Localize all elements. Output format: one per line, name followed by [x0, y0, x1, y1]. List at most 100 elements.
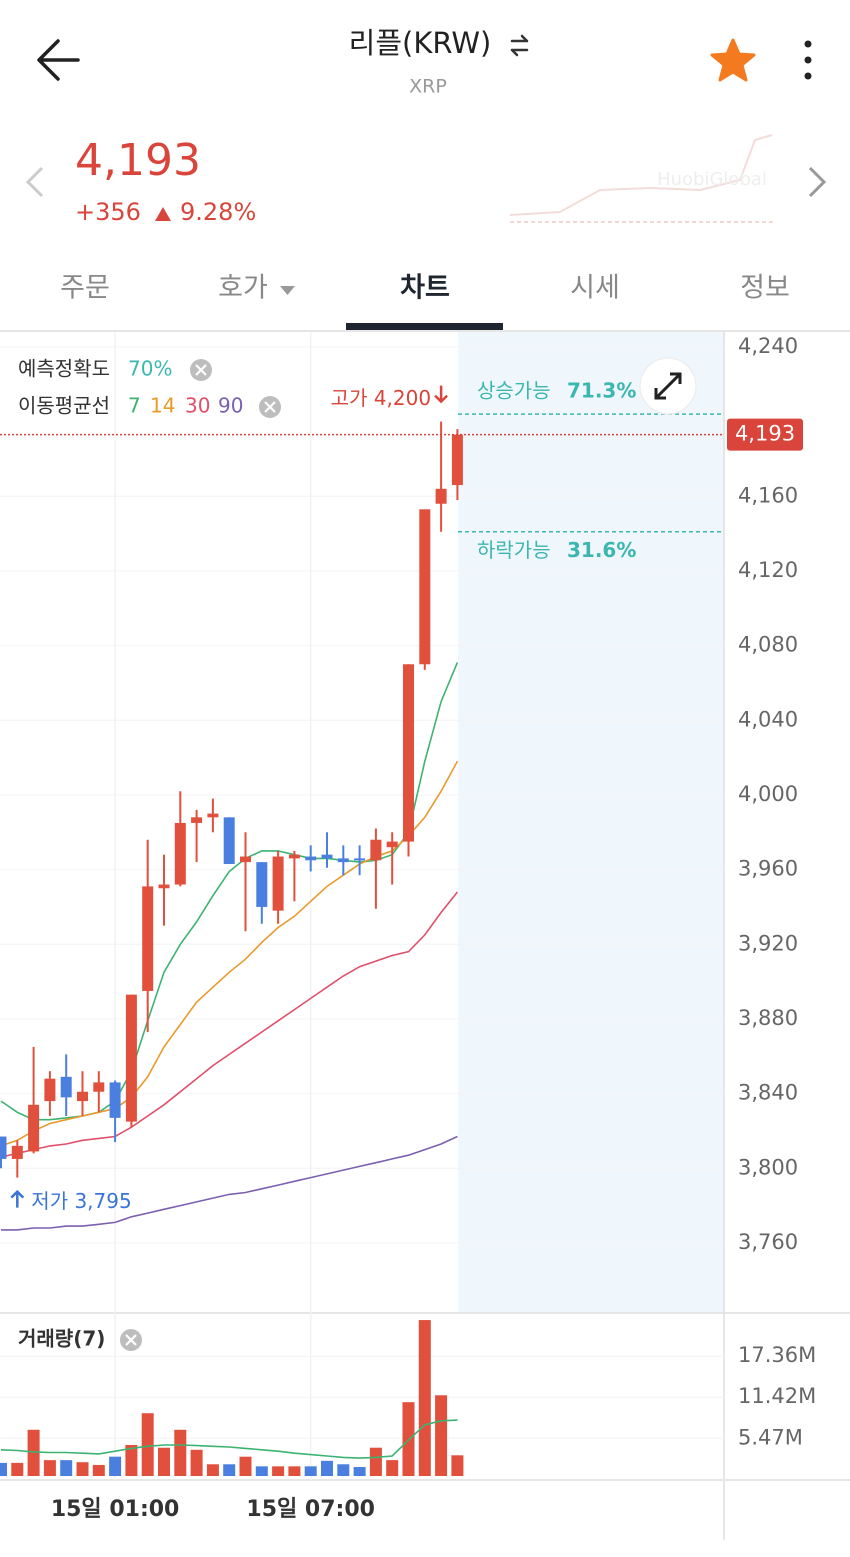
ma-label: 이동평균선 — [18, 394, 110, 418]
volume-bar — [304, 1466, 317, 1476]
y-tick-label: 4,120 — [738, 558, 798, 582]
prediction-zone — [458, 332, 724, 1312]
low-label: 저가 3,795 — [31, 1189, 131, 1213]
symbol: XRP — [409, 76, 447, 98]
candle-body — [93, 1082, 105, 1092]
volume-average — [0, 1419, 458, 1459]
ma-legend-entry: 90 — [218, 394, 243, 418]
favorite-star[interactable] — [710, 38, 756, 82]
prediction-accuracy: 70% — [128, 357, 172, 381]
candle-body — [403, 664, 414, 842]
volume-bar — [435, 1395, 448, 1476]
volume-bar — [369, 1447, 382, 1476]
candle-body — [337, 858, 349, 863]
candle-body — [354, 858, 366, 861]
volume-bar — [158, 1447, 170, 1476]
y-tick-label: 4,080 — [738, 633, 798, 657]
y-tick-label: 3,760 — [738, 1230, 798, 1254]
high-label: 고가 4,200 — [331, 386, 431, 410]
candle-body — [240, 856, 251, 863]
prev-button[interactable] — [25, 166, 44, 198]
candle-body — [28, 1104, 40, 1152]
dropdown-caret — [280, 286, 295, 295]
expand-button[interactable] — [639, 357, 697, 415]
more-menu[interactable] — [804, 40, 812, 80]
close-ma[interactable] — [259, 396, 281, 418]
volume-bar — [418, 1320, 431, 1476]
sparkline — [509, 134, 773, 216]
candle-body — [370, 839, 382, 861]
back-button[interactable] — [37, 39, 80, 81]
current-price-badge — [727, 418, 803, 451]
swap-icon[interactable] — [510, 34, 529, 57]
tab[interactable]: 차트 — [400, 273, 450, 304]
up-triangle — [155, 207, 171, 221]
volume-bar — [255, 1466, 268, 1476]
active-tab-indicator — [346, 323, 503, 330]
volume-bar — [43, 1460, 56, 1476]
ma-legend-entry: 7 — [128, 394, 141, 418]
tab[interactable]: 시세 — [570, 273, 620, 304]
tab[interactable]: 정보 — [740, 273, 790, 304]
candle-body — [451, 434, 463, 486]
price-change: +356 — [75, 198, 141, 226]
ma-legend-entry: 30 — [185, 394, 210, 418]
moving-average — [0, 662, 459, 1121]
tab[interactable]: 호가 — [218, 273, 268, 304]
close-volume[interactable] — [120, 1329, 142, 1351]
candle-body — [174, 822, 186, 885]
candle-body — [158, 884, 170, 889]
volume-bar — [451, 1455, 464, 1476]
volume-bar — [223, 1464, 236, 1476]
rise-label: 상승가능 — [477, 379, 551, 403]
moving-average — [0, 891, 459, 1158]
y-tick-label: 3,960 — [738, 857, 798, 881]
y-tick-label: 3,920 — [738, 931, 798, 955]
watermark: HuobiGlobal — [657, 169, 767, 190]
close-prediction[interactable] — [190, 359, 212, 381]
candle-body — [419, 509, 431, 665]
candle-body — [223, 817, 235, 864]
volume-tick-label: 5.47M — [738, 1425, 803, 1449]
volume-bar — [27, 1429, 40, 1476]
volume-tick-label: 11.42M — [738, 1384, 816, 1408]
y-tick-label: 3,840 — [738, 1081, 798, 1105]
x-tick-label: 15일 07:00 — [246, 1497, 375, 1522]
next-button[interactable] — [808, 166, 827, 198]
last-price: 4,193 — [75, 135, 201, 186]
candle-body — [207, 813, 219, 818]
high-arrow — [434, 385, 448, 404]
volume-bar — [190, 1449, 203, 1476]
volume-bar — [386, 1460, 399, 1476]
volume-bar — [288, 1466, 301, 1476]
volume-bar — [125, 1444, 138, 1476]
volume-title: 거래량(7) — [18, 1327, 105, 1351]
candle-body — [109, 1082, 121, 1118]
candle-body — [256, 862, 268, 907]
fall-label: 하락가능 — [477, 538, 551, 562]
volume-bar — [11, 1462, 24, 1476]
candle-body — [142, 886, 154, 991]
candle-body — [77, 1091, 88, 1102]
volume-bar — [321, 1460, 333, 1476]
y-tick-label: 3,880 — [738, 1006, 798, 1030]
tab[interactable]: 주문 — [60, 273, 110, 304]
prediction-label: 예측정확도 — [18, 357, 110, 381]
volume-tick-label: 17.36M — [738, 1343, 816, 1367]
candle-body — [60, 1076, 72, 1098]
candle-body — [272, 856, 284, 911]
y-tick-label: 4,240 — [738, 334, 798, 358]
low-arrow — [10, 1189, 25, 1208]
page-title: 리플(KRW) — [349, 26, 492, 60]
candle-body — [11, 1145, 23, 1159]
current-price-label: 4,193 — [735, 422, 795, 446]
candle-body — [191, 817, 203, 823]
volume-bar — [60, 1460, 73, 1476]
volume-bar — [272, 1466, 285, 1476]
volume-bar — [239, 1456, 252, 1476]
y-tick-label: 3,800 — [738, 1155, 798, 1179]
volume-bar — [92, 1464, 105, 1476]
volume-bar — [76, 1462, 89, 1476]
